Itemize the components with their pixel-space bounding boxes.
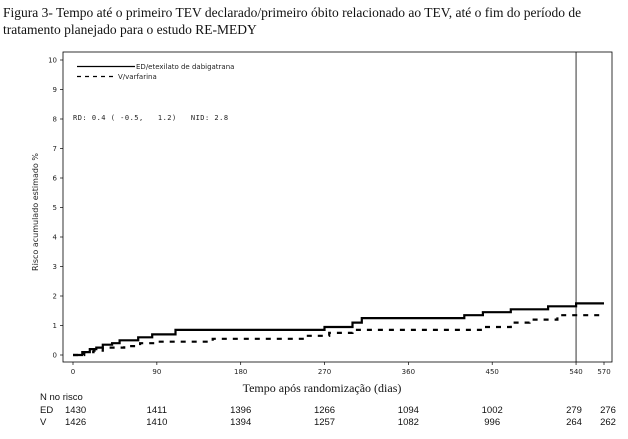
y-tick-label: 6	[53, 175, 58, 183]
risk-value: 1266	[314, 405, 335, 416]
chart-axes	[62, 51, 613, 363]
risk-value: 996	[484, 417, 500, 428]
plot-frame	[62, 51, 613, 363]
legend: ED/etexilato de dabigatrana V/varfarina	[77, 63, 234, 81]
y-axis-title: Risco acumulado estimado %	[31, 153, 40, 271]
x-axis-ticks: 0 90 180 270 360 450 540 570	[71, 362, 611, 376]
x-tick-label: 270	[318, 368, 331, 376]
risk-value: 1430	[65, 405, 86, 416]
y-tick-label: 7	[53, 145, 57, 153]
y-tick-label: 5	[53, 204, 57, 212]
risk-value: 1257	[314, 417, 335, 428]
y-tick-label: 10	[48, 57, 57, 65]
y-tick-label: 9	[53, 86, 57, 94]
x-tick-label: 360	[402, 368, 415, 376]
series-group	[73, 302, 604, 357]
y-tick-label: 3	[53, 263, 57, 271]
risk-value: 276	[600, 405, 616, 416]
risk-value: 1394	[230, 417, 251, 428]
y-tick-label: 0	[53, 352, 57, 360]
legend-label-dabigatrana: ED/etexilato de dabigatrana	[136, 63, 234, 71]
y-tick-label: 2	[53, 293, 57, 301]
x-tick-label: 180	[234, 368, 247, 376]
y-tick-label: 4	[53, 234, 58, 242]
y-axis-ticks: 0 1 2 3 4 5 6 7 8 9 10	[48, 57, 63, 360]
risk-value: 1094	[398, 405, 419, 416]
series-line-dabigatrana	[73, 302, 604, 357]
risk-value: 1426	[65, 417, 86, 428]
x-axis-title: Tempo após randomização (dias)	[243, 381, 402, 395]
y-tick-label: 8	[53, 116, 57, 124]
y-tick-label: 1	[53, 322, 57, 330]
rd-nid-annotation: RD: 0.4 ( -0.5, 1.2) NID: 2.8	[73, 114, 229, 122]
risk-value: 1411	[147, 405, 167, 416]
risk-value: 264	[566, 417, 582, 428]
figure-caption: Figura 3- Tempo até o primeiro TEV decla…	[3, 5, 582, 37]
risk-table-title: N no risco	[40, 392, 83, 403]
x-tick-label: 450	[486, 368, 499, 376]
risk-value: 1410	[146, 417, 167, 428]
risk-value: 279	[566, 405, 582, 416]
series-line-varfarina	[73, 314, 604, 357]
risk-table: N no risco ED 1430 1411 1396 1266 1094 1002 279…	[40, 392, 616, 428]
x-tick-label: 570	[597, 368, 610, 376]
risk-row-label: V	[40, 417, 47, 428]
x-tick-label: 540	[569, 368, 582, 376]
legend-label-varfarina: V/varfarina	[118, 73, 157, 81]
risk-row-label: ED	[40, 405, 53, 416]
risk-value: 1002	[482, 405, 503, 416]
risk-value: 262	[600, 417, 616, 428]
risk-value: 1396	[230, 405, 251, 416]
x-tick-label: 90	[152, 368, 161, 376]
risk-value: 1082	[398, 417, 419, 428]
x-tick-label: 0	[71, 368, 75, 376]
